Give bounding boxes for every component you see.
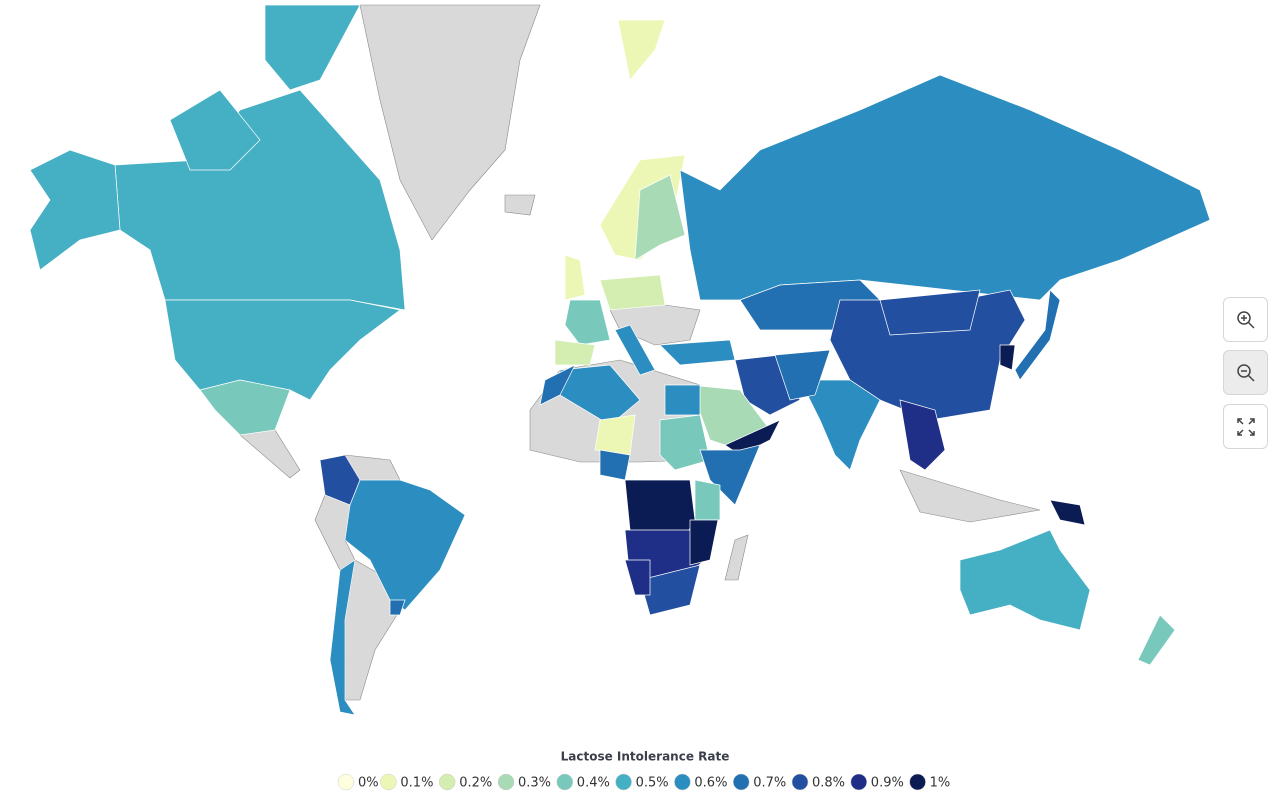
legend-title: Lactose Intolerance Rate bbox=[561, 750, 730, 764]
legend-label: 0.2% bbox=[459, 776, 492, 791]
legend-swatch bbox=[438, 773, 456, 791]
legend: Lactose Intolerance Rate 0% 0.1% 0.2% 0.3% 0… bbox=[337, 750, 951, 791]
zoom-in-icon bbox=[1236, 310, 1255, 329]
country bbox=[664, 384, 701, 416]
country bbox=[199, 379, 291, 436]
country bbox=[829, 289, 1026, 421]
legend-swatch bbox=[380, 773, 397, 791]
zoom-out-icon bbox=[1236, 363, 1255, 382]
fullscreen-icon bbox=[1236, 417, 1255, 436]
country bbox=[679, 74, 1211, 301]
country bbox=[999, 344, 1016, 371]
legend-swatch bbox=[337, 773, 355, 791]
legend-swatch bbox=[909, 773, 926, 791]
country bbox=[1137, 614, 1176, 666]
country bbox=[689, 519, 719, 566]
country bbox=[659, 414, 711, 471]
country bbox=[699, 444, 761, 506]
legend-swatch bbox=[497, 773, 515, 791]
country bbox=[164, 299, 401, 401]
land bbox=[504, 194, 536, 216]
legend-swatch bbox=[850, 773, 868, 791]
country bbox=[774, 349, 831, 401]
country bbox=[634, 174, 686, 261]
land bbox=[899, 469, 1041, 523]
country bbox=[599, 274, 666, 311]
legend-label: 0.5% bbox=[636, 776, 669, 791]
country bbox=[959, 529, 1091, 631]
legend-swatch bbox=[556, 773, 574, 791]
country bbox=[389, 599, 406, 616]
legend-swatch bbox=[674, 773, 691, 791]
country bbox=[594, 414, 636, 456]
legend-label: 0.4% bbox=[577, 776, 610, 791]
zoom-in-button[interactable] bbox=[1223, 297, 1268, 342]
legend-label: 1% bbox=[930, 776, 951, 791]
country bbox=[599, 449, 631, 481]
legend-label: 0.6% bbox=[694, 776, 727, 791]
legend-swatch bbox=[791, 773, 809, 791]
legend-label: 0.7% bbox=[753, 776, 786, 791]
country bbox=[617, 19, 666, 81]
country bbox=[539, 364, 576, 406]
land bbox=[359, 4, 541, 241]
country bbox=[169, 89, 261, 171]
country bbox=[114, 89, 406, 311]
country bbox=[624, 559, 651, 596]
country bbox=[694, 479, 721, 521]
country bbox=[659, 339, 736, 366]
country bbox=[564, 299, 611, 346]
legend-label: 0% bbox=[358, 776, 379, 791]
fullscreen-button[interactable] bbox=[1223, 404, 1268, 449]
country bbox=[879, 289, 981, 336]
legend-label: 0.8% bbox=[812, 776, 845, 791]
country bbox=[344, 479, 466, 611]
legend-label: 0.1% bbox=[400, 776, 433, 791]
country bbox=[564, 254, 586, 301]
country bbox=[29, 149, 121, 271]
country bbox=[1014, 289, 1061, 381]
legend-label: 0.9% bbox=[871, 776, 904, 791]
land bbox=[724, 534, 749, 581]
country bbox=[614, 324, 656, 376]
country bbox=[639, 564, 701, 616]
legend-swatch bbox=[732, 773, 750, 791]
country bbox=[264, 4, 361, 91]
country bbox=[1049, 499, 1086, 526]
country bbox=[899, 399, 946, 471]
country bbox=[554, 339, 596, 366]
countries bbox=[29, 4, 1211, 716]
legend-swatch bbox=[615, 773, 632, 791]
country bbox=[329, 559, 356, 716]
zoom-out-button[interactable] bbox=[1223, 350, 1268, 395]
legend-label: 0.3% bbox=[518, 776, 551, 791]
land bbox=[239, 429, 301, 479]
country bbox=[799, 379, 881, 471]
